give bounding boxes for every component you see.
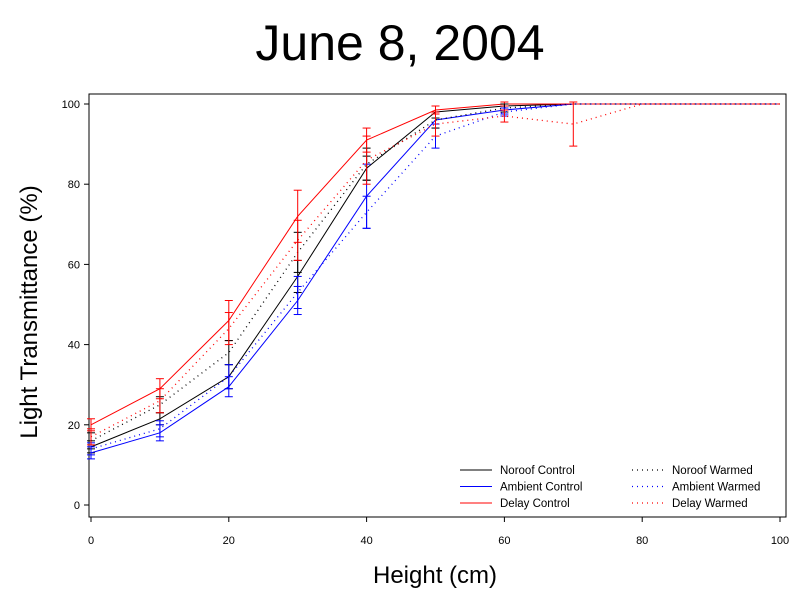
series-2 [87, 101, 780, 432]
x-tick-label: 60 [498, 535, 510, 547]
legend-label: Ambient Control [500, 482, 582, 494]
axis-ticks: 0 20 40 60 80 100 0 20 40 60 80 100 [62, 99, 790, 547]
series-4 [87, 103, 780, 456]
y-tick-label: 0 [74, 500, 80, 512]
series-5 [87, 101, 780, 446]
x-axis-label: Height (cm) [372, 562, 498, 589]
series-3 [87, 103, 780, 450]
series-line [90, 103, 780, 442]
series-0 [87, 103, 780, 454]
y-tick-label: 40 [68, 340, 80, 352]
chart-title: June 8, 2004 [255, 15, 545, 71]
y-tick-label: 20 [68, 420, 80, 432]
x-tick-label: 40 [360, 535, 372, 547]
y-tick-label: 60 [68, 259, 80, 271]
series-layer [87, 101, 780, 460]
legend-label: Ambient Warmed [672, 482, 760, 494]
x-tick-label: 0 [88, 535, 94, 547]
x-tick-label: 20 [223, 535, 235, 547]
y-tick-label: 80 [68, 179, 80, 191]
series-line [90, 103, 780, 448]
legend-label: Noroof Control [500, 465, 575, 477]
legend-label: Delay Control [500, 498, 570, 510]
y-tick-label: 100 [62, 99, 80, 111]
legend: Noroof Control Ambient Control Delay Contr… [460, 465, 760, 510]
legend-label: Delay Warmed [672, 498, 748, 510]
x-tick-label: 100 [771, 535, 789, 547]
legend-label: Noroof Warmed [672, 465, 753, 477]
series-line [90, 103, 780, 454]
plot-frame [88, 93, 787, 518]
series-line [90, 103, 780, 438]
x-tick-label: 80 [636, 535, 648, 547]
series-line [90, 103, 780, 426]
